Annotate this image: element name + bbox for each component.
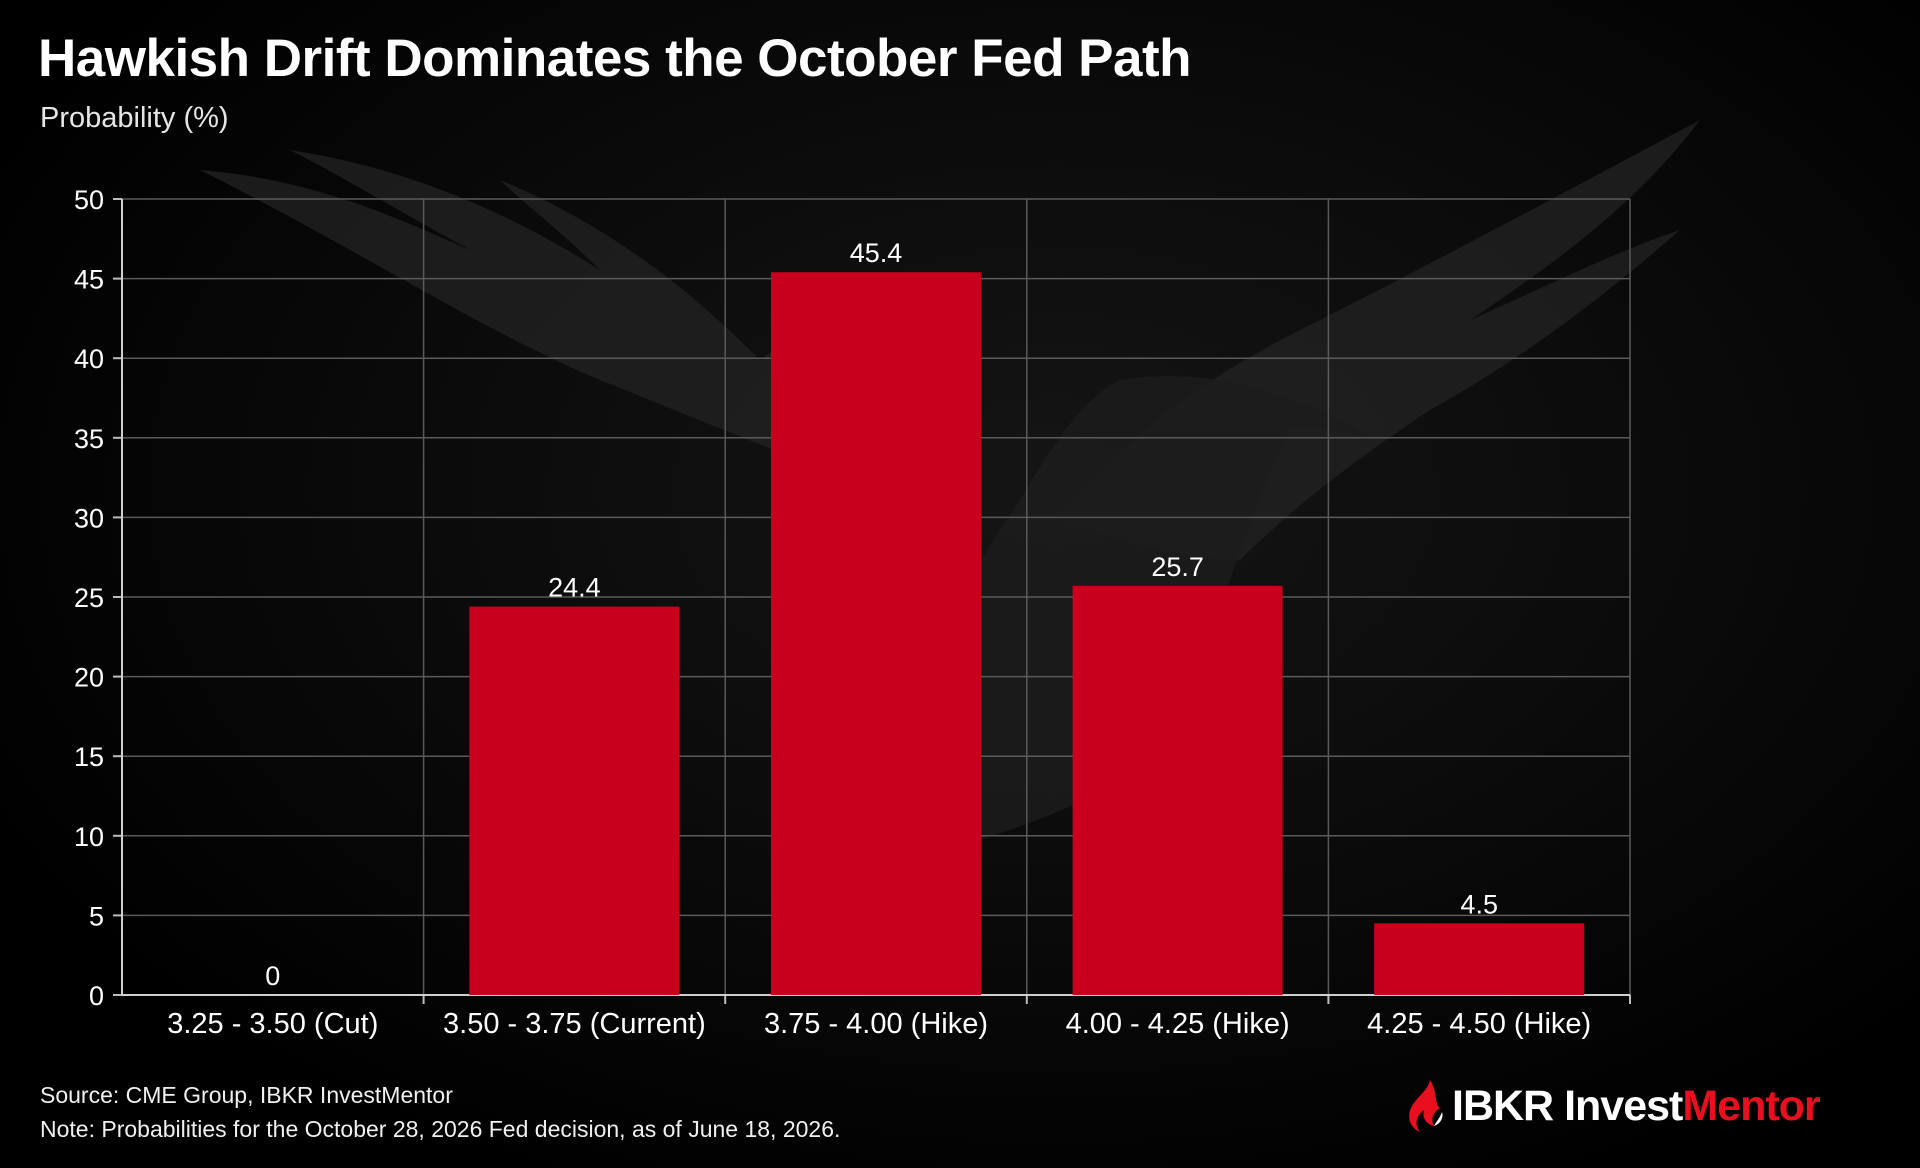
x-tick-label: 4.25 - 4.50 (Hike) — [1367, 1008, 1591, 1040]
bar-value-label: 24.4 — [548, 573, 601, 603]
x-tick-label: 3.50 - 3.75 (Current) — [443, 1008, 706, 1040]
source-note: Source: CME Group, IBKR InvestMentor — [40, 1082, 453, 1108]
y-tick-label: 25 — [74, 583, 104, 613]
ibkr-flame-icon — [1409, 1080, 1443, 1132]
x-tick-label: 4.00 - 4.25 (Hike) — [1066, 1008, 1290, 1040]
bar-value-label: 45.4 — [850, 238, 903, 268]
y-tick-label: 5 — [89, 901, 104, 931]
y-tick-label: 50 — [74, 185, 104, 215]
bar-value-label: 4.5 — [1460, 889, 1498, 919]
ibkr-investmentor-logo: IBKR InvestMentor — [1404, 1078, 1821, 1134]
y-tick-label: 40 — [74, 344, 104, 374]
x-tick-label: 3.75 - 4.00 (Hike) — [764, 1008, 988, 1040]
bar-value-label: 0 — [265, 961, 280, 991]
footnote: Note: Probabilities for the October 28, … — [40, 1116, 841, 1142]
brand-mentor-text: Mentor — [1682, 1081, 1820, 1130]
y-tick-label: 0 — [89, 981, 104, 1011]
labels: 0 5 10 15 20 25 30 35 40 45 50 0 3.25 - 3.50 (Cut) 24… — [74, 185, 1591, 1040]
y-tick-label: 20 — [74, 663, 104, 693]
bar-2 — [469, 606, 680, 995]
y-tick-label: 30 — [74, 503, 104, 533]
bar-3 — [771, 272, 981, 995]
bar-5 — [1374, 923, 1585, 995]
brand-ibkr-text: IBKR — [1452, 1081, 1565, 1130]
hawk-silhouette-background — [200, 120, 1700, 840]
y-tick-label: 35 — [74, 424, 104, 454]
y-tick-label: 15 — [74, 742, 104, 772]
y-tick-label: 45 — [74, 265, 104, 295]
bar-4 — [1072, 585, 1283, 995]
chart-title: Hawkish Drift Dominates the October Fed … — [38, 29, 1192, 88]
y-tick-label: 10 — [74, 822, 104, 852]
bar-value-label: 25.7 — [1151, 552, 1204, 582]
y-axis-label: Probability (%) — [40, 102, 229, 134]
hawk-left-wing-shape — [200, 150, 960, 520]
brand-invest-text: Invest — [1564, 1081, 1683, 1130]
x-tick-label: 3.25 - 3.50 (Cut) — [167, 1008, 378, 1040]
bars — [469, 272, 1585, 995]
